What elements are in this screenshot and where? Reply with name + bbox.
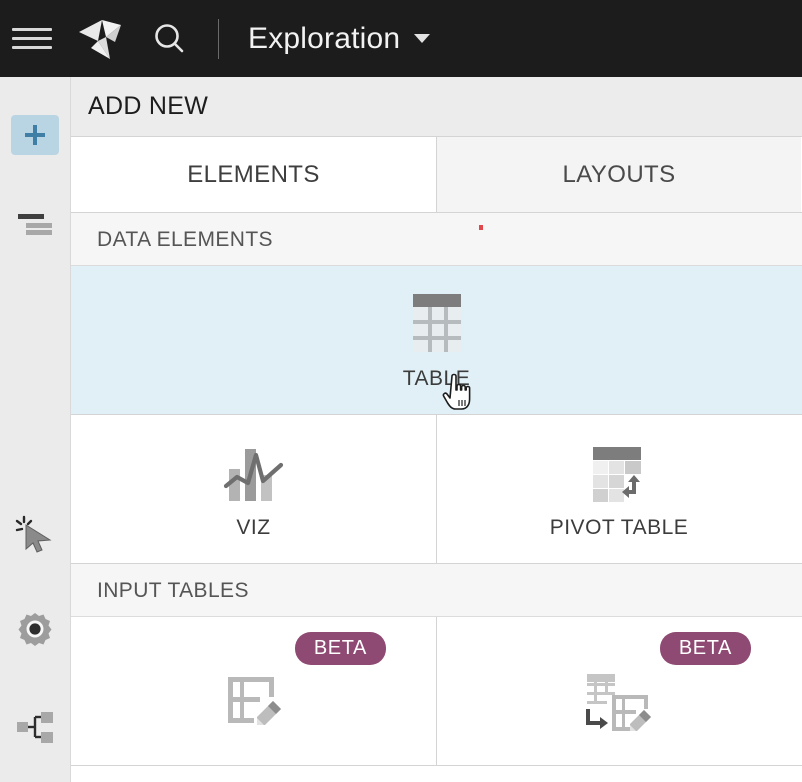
- rail-item-interactions[interactable]: [9, 511, 61, 555]
- hamburger-line: [12, 46, 52, 49]
- hamburger-menu-icon[interactable]: [12, 25, 52, 53]
- rail-item-list[interactable]: [9, 200, 61, 244]
- panel-header: ADD NEW: [71, 77, 802, 137]
- top-bar: Exploration: [0, 0, 802, 77]
- card-row: VIZ PIVOT TABLE: [71, 415, 802, 564]
- section-title: INPUT TABLES: [97, 578, 249, 602]
- derived-input-table-pencil-icon: [586, 653, 652, 731]
- app-title-group[interactable]: Exploration: [219, 21, 431, 55]
- toolbar-divider: [218, 18, 219, 59]
- chevron-down-icon[interactable]: [414, 34, 431, 43]
- table-grid-icon: [409, 292, 465, 354]
- hamburger-line: [12, 28, 52, 31]
- click-cursor-icon: [15, 515, 52, 553]
- list-lines-icon: [18, 214, 52, 235]
- hamburger-line: [12, 37, 52, 40]
- tab-elements[interactable]: ELEMENTS: [71, 137, 436, 212]
- section-header-data-elements: DATA ELEMENTS: [71, 213, 802, 266]
- page-title: ADD NEW: [88, 92, 209, 120]
- input-table-pencil-icon: [224, 653, 284, 725]
- gear-icon: [18, 613, 52, 646]
- pivot-table-icon: [590, 441, 648, 503]
- left-rail: [0, 77, 71, 782]
- card-viz[interactable]: VIZ: [71, 415, 436, 563]
- card-row: BETA: [71, 617, 802, 766]
- hierarchy-icon: [17, 712, 53, 743]
- status-badge: BETA: [294, 632, 386, 665]
- panel-tabs: ELEMENTS LAYOUTS: [71, 137, 802, 213]
- origami-bird-logo-icon[interactable]: [74, 13, 126, 65]
- add-new-panel: ADD NEW ELEMENTS LAYOUTS DATA ELEMENTS: [71, 77, 802, 782]
- card-label: VIZ: [236, 515, 271, 539]
- card-pivot-table[interactable]: PIVOT TABLE: [436, 415, 801, 563]
- rail-item-hierarchy[interactable]: [9, 705, 61, 749]
- rail-item-add[interactable]: [11, 115, 59, 155]
- rail-item-settings[interactable]: [9, 607, 61, 651]
- status-badge: BETA: [659, 632, 751, 665]
- card-row: TABLE: [71, 266, 802, 415]
- tab-layouts[interactable]: LAYOUTS: [436, 137, 801, 212]
- card-table[interactable]: TABLE: [71, 266, 802, 414]
- card-label: PIVOT TABLE: [549, 515, 689, 539]
- card-label: TABLE: [402, 366, 471, 390]
- bar-line-chart-icon: [223, 441, 285, 503]
- notification-dot: [479, 225, 483, 230]
- card-derived-input-table[interactable]: BETA: [436, 617, 801, 765]
- search-icon[interactable]: [148, 17, 192, 61]
- section-title: DATA ELEMENTS: [97, 227, 273, 251]
- section-header-input-tables: INPUT TABLES: [71, 564, 802, 617]
- plus-icon: [25, 125, 45, 145]
- card-input-table[interactable]: BETA: [71, 617, 436, 765]
- app-title[interactable]: Exploration: [248, 21, 401, 55]
